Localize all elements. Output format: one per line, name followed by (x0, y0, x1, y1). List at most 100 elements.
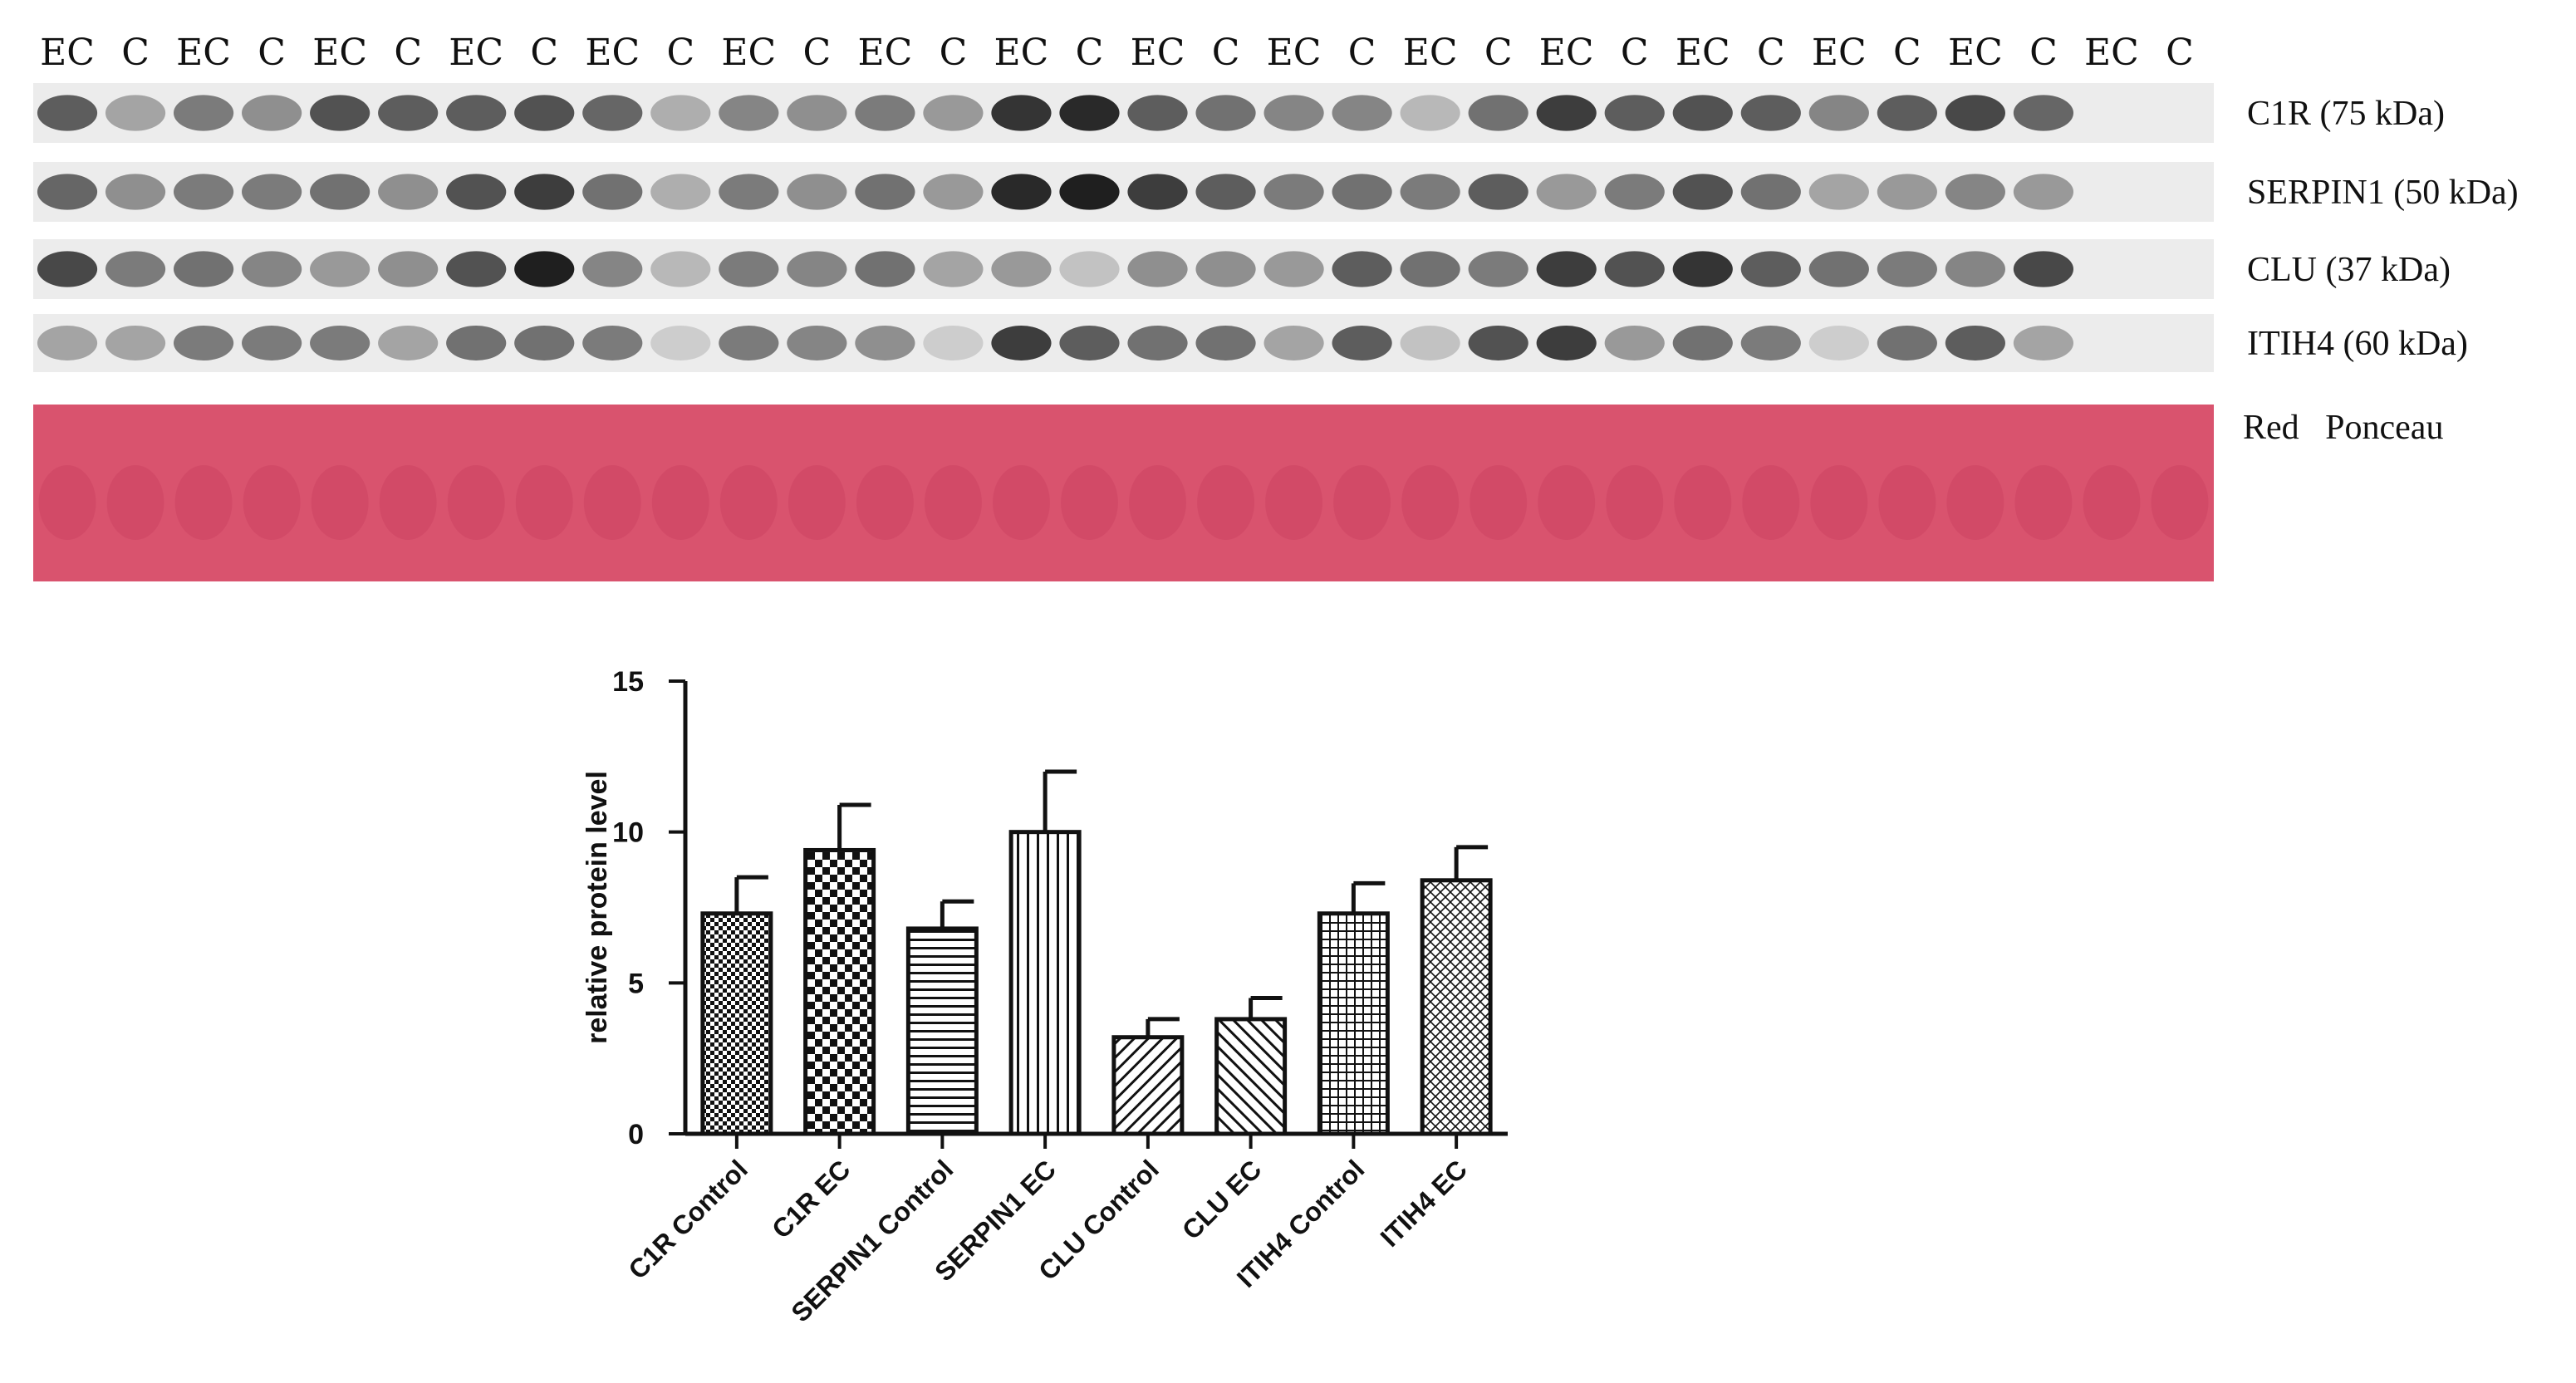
x-tick-label: C1R Control (622, 1154, 753, 1284)
blot-band (1263, 174, 1324, 210)
blot-band (1468, 326, 1528, 360)
bar (905, 926, 979, 1136)
blot-band (1400, 326, 1460, 360)
lane-label: C (394, 32, 422, 74)
blot-band (1263, 95, 1324, 131)
blot-band (1808, 95, 1869, 131)
ponceau-background (33, 405, 2214, 581)
blot-band (1400, 95, 1460, 131)
lane-label: EC (857, 32, 912, 74)
blot-band (1672, 326, 1733, 360)
blot-band (514, 174, 575, 210)
lane-label: C (1484, 32, 1513, 74)
blot-band (1332, 174, 1392, 210)
lane-label: C (1893, 32, 1921, 74)
ponceau-label: Red Ponceau (2243, 409, 2443, 447)
blot-band (1945, 326, 2005, 360)
lane-label: C (2166, 32, 2194, 74)
x-tick-label: ITIH4 EC (1375, 1154, 1473, 1252)
blot-band (1945, 251, 2005, 287)
blot-strip (33, 83, 2214, 143)
ponceau-lane (515, 465, 573, 540)
y-tick-label: 15 (612, 666, 644, 698)
blot-band (1127, 251, 1188, 287)
ponceau-lane (447, 465, 505, 540)
ponceau-lane (1129, 465, 1186, 540)
blot-band (446, 174, 507, 210)
blot-band (1740, 326, 1801, 360)
ponceau-lane (38, 465, 96, 540)
blot-band (991, 326, 1052, 360)
blot-band (2013, 251, 2074, 287)
y-tick-label: 5 (628, 968, 644, 999)
blot-band (378, 95, 439, 131)
blot-band (855, 251, 915, 287)
lane-label: EC (1812, 32, 1867, 74)
blot-band (1740, 174, 1801, 210)
blot-strips (33, 83, 2214, 372)
blot-band (1536, 95, 1597, 131)
ponceau-lane (1606, 465, 1664, 540)
blot-strip (33, 239, 2214, 299)
y-tick-label: 0 (628, 1119, 644, 1150)
blot-band (105, 95, 166, 131)
lane-label: C (1621, 32, 1649, 74)
blot-band (242, 326, 302, 360)
blot-band (1127, 95, 1188, 131)
blot-band (855, 174, 915, 210)
blot-band (1536, 326, 1597, 360)
blot-band (991, 174, 1052, 210)
blot-band (105, 326, 166, 360)
ponceau-lane (106, 465, 164, 540)
blot-band (1672, 174, 1733, 210)
blot-band (582, 95, 643, 131)
ponceau-lane (651, 465, 709, 540)
blot-band (1263, 251, 1324, 287)
blot-band (1877, 326, 1937, 360)
x-tick-label: C1R EC (766, 1154, 856, 1243)
blot-band (37, 174, 98, 210)
ponceau-lane (1401, 465, 1460, 540)
blot-band (1877, 95, 1937, 131)
ponceau-lane (379, 465, 437, 540)
blot-row-label: SERPIN1 (50 kDa) (2247, 174, 2519, 212)
blot-band (1059, 251, 1120, 287)
blot-strip (33, 162, 2214, 222)
blot-band (446, 326, 507, 360)
blot-band (787, 95, 847, 131)
lane-label: C (666, 32, 694, 74)
blot-band (1059, 95, 1120, 131)
lane-label: EC (1948, 32, 2003, 74)
blot-band (310, 326, 370, 360)
blot-band (582, 174, 643, 210)
blot-band (1536, 251, 1597, 287)
lane-label: EC (585, 32, 640, 74)
blot-band (1059, 326, 1120, 360)
blot-band (1604, 95, 1665, 131)
blot-band (446, 95, 507, 131)
bar (803, 847, 876, 1136)
blot-band (1468, 251, 1528, 287)
bar (1214, 1017, 1288, 1136)
ponceau-lane (2014, 465, 2073, 540)
blot-band (446, 251, 507, 287)
ponceau-lane (2151, 465, 2209, 540)
blot-band (2013, 174, 2074, 210)
ponceau-lane (924, 465, 982, 540)
blot-band (242, 174, 302, 210)
lane-label: EC (176, 32, 231, 74)
blot-band (650, 174, 711, 210)
blot-band (173, 251, 234, 287)
blot-band (1195, 251, 1256, 287)
blot-band (923, 95, 984, 131)
blot-band (1808, 251, 1869, 287)
lane-label: C (258, 32, 286, 74)
lane-label: C (803, 32, 832, 74)
blot-band (1945, 174, 2005, 210)
ponceau-lane (243, 465, 301, 540)
blot-band (1536, 174, 1597, 210)
blot-band (650, 251, 711, 287)
blot-row-label: C1R (75 kDa) (2247, 95, 2445, 133)
blot-band (1672, 95, 1733, 131)
